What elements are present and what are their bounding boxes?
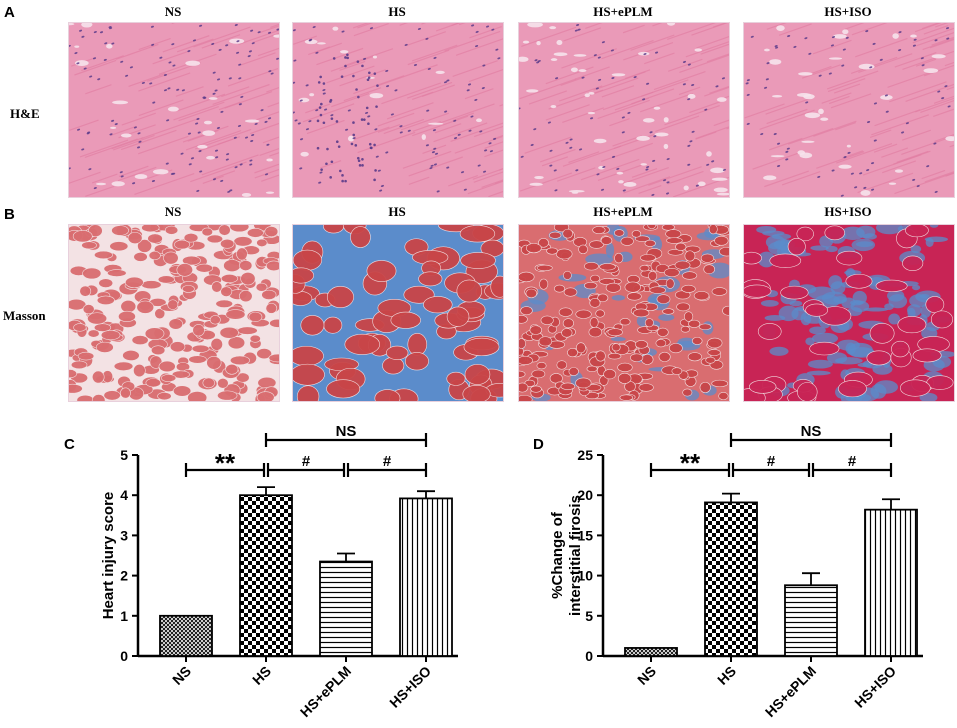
sig-eplm-iso-label: #: [848, 453, 857, 470]
sig-hs-eplm-label: #: [767, 453, 776, 470]
bar-HS+ISO: [399, 497, 453, 657]
masson-image-hs: [292, 224, 504, 402]
masson-texture-ns: [69, 225, 279, 401]
y-tick-label: 0: [585, 648, 593, 664]
bar-HS+ePLM: [319, 560, 373, 657]
y-tick-label: 20: [577, 487, 593, 503]
sig-hs-iso-label: NS: [801, 425, 822, 440]
x-tick-label: NS: [169, 663, 194, 688]
y-tick-label: 15: [577, 527, 593, 543]
bar-NS: [159, 614, 213, 657]
masson-image-eplm: [518, 224, 730, 402]
he-image-iso: [743, 22, 955, 198]
sig-ns-hs-label: **: [215, 448, 236, 478]
masson-texture-eplm: [519, 225, 729, 401]
he-image-eplm: [518, 22, 730, 198]
y-tick-label: 1: [120, 608, 128, 624]
he-image-ns: [68, 22, 280, 198]
masson-image-ns: [68, 224, 280, 402]
sig-hs-iso-label: NS: [336, 425, 357, 440]
x-tick-label: HS+ePLM: [297, 663, 354, 720]
x-tick-label: HS+ISO: [386, 663, 434, 711]
y-tick-label: 5: [120, 447, 128, 463]
masson-texture-hs: [293, 225, 503, 401]
bar-HS+ISO: [864, 508, 918, 657]
masson-texture-iso: [744, 225, 954, 401]
he-texture-iso: [744, 23, 954, 197]
col-head-a-eplm: HS+ePLM: [593, 4, 653, 19]
x-tick-label: HS: [714, 663, 739, 688]
he-texture-ns: [69, 23, 279, 197]
he-image-hs: [292, 22, 504, 198]
col-head-b-hs: HS: [388, 204, 406, 219]
panel-letter-c: C: [64, 436, 75, 453]
bar-HS: [239, 494, 293, 657]
bar-HS: [704, 501, 758, 657]
col-head-a-iso: HS+ISO: [824, 4, 872, 19]
he-texture-hs: [293, 23, 503, 197]
panel-letter-a: A: [4, 4, 15, 21]
col-head-b-ns: NS: [164, 204, 182, 219]
row-label-he: H&E: [10, 106, 40, 121]
y-tick-label: 5: [585, 608, 593, 624]
sig-hs-eplm-label: #: [302, 453, 311, 470]
he-texture-eplm: [519, 23, 729, 197]
y-axis-label: %Change ofinterstitial firosis: [549, 495, 584, 616]
x-tick-label: HS+ePLM: [762, 663, 819, 720]
y-tick-label: 25: [577, 447, 593, 463]
masson-image-iso: [743, 224, 955, 402]
panel-letter-d: D: [533, 436, 544, 453]
y-tick-label: 0: [120, 648, 128, 664]
y-tick-label: 10: [577, 568, 593, 584]
row-label-masson: Masson: [3, 308, 46, 323]
panel-letter-b: B: [4, 206, 15, 223]
sig-ns-hs-label: **: [680, 448, 701, 478]
col-head-b-eplm: HS+ePLM: [593, 204, 653, 219]
col-head-a-hs: HS: [388, 4, 406, 19]
x-tick-label: NS: [634, 663, 659, 688]
sig-eplm-iso-label: #: [383, 453, 392, 470]
y-tick-label: 3: [120, 527, 128, 543]
x-tick-label: HS: [249, 663, 274, 688]
bar-HS+ePLM: [784, 584, 838, 657]
chart-interstitial-fibrosis: 0 5 10 15 20 25 %Change ofinterstitial firosis…: [549, 425, 923, 720]
chart-heart-injury-score: 0 1 2 3 4 5 Heart injury score NS HS HS+ePLM HS+IS…: [100, 425, 458, 720]
col-head-b-iso: HS+ISO: [824, 204, 872, 219]
bar-NS: [624, 647, 678, 657]
col-head-a-ns: NS: [164, 4, 182, 19]
y-axis-label: Heart injury score: [100, 492, 117, 620]
y-tick-label: 2: [120, 568, 128, 584]
y-tick-label: 4: [120, 487, 128, 503]
x-tick-label: HS+ISO: [851, 663, 899, 711]
